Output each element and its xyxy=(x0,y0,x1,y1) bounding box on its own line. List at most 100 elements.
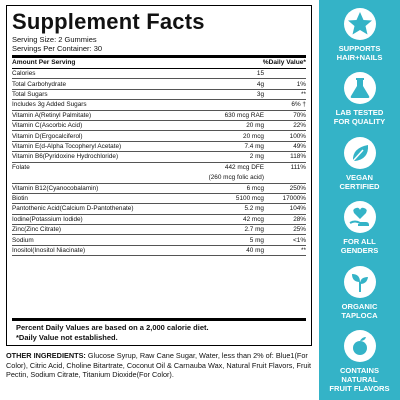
nutrient-dv: ** xyxy=(301,247,306,255)
nutrient-amount-detail: (260 mcg folic acid) xyxy=(208,173,264,181)
nutrient-row: Vitamin E(d-Alpha Tocopheryl Acetate) 7.4… xyxy=(12,142,306,153)
nutrient-row: Vitamin C(Ascorbic Acid) 20 mg 22% xyxy=(12,121,306,132)
nutrient-dv: 104% xyxy=(289,205,306,213)
nutrient-row: Total Sugars 3g ** xyxy=(12,90,306,101)
amount-per-serving-label: Amount Per Serving xyxy=(12,59,76,66)
nutrient-dv: 111% xyxy=(290,163,306,171)
nutrient-row: Inositol(Inositol Niacinate) 40 mg ** xyxy=(12,246,306,257)
nutrient-dv: <1% xyxy=(293,236,306,244)
footnote-dv-not-established: *Daily Value not established. xyxy=(16,333,118,342)
badge-label: SUPPORTS HAIR+NAILS xyxy=(336,44,383,62)
facts-title: Supplement Facts xyxy=(12,9,205,34)
badge-label: VEGAN CERTIFIED xyxy=(339,173,380,191)
nutrient-name: Vitamin D(Ergocalciferol) xyxy=(12,132,83,140)
divider xyxy=(12,68,306,69)
badge-vegan: VEGAN CERTIFIED xyxy=(319,135,400,191)
nutrient-amount: 442 mcg DFE xyxy=(224,163,264,171)
nutrient-name: Biotin xyxy=(12,195,28,203)
nutrient-amount: 2 mg xyxy=(249,153,264,161)
nutrient-row: Zinc(Zinc Citrate) 2.7 mg 25% xyxy=(12,225,306,236)
facts-footnotes: Percent Daily Values are based on a 2,00… xyxy=(7,323,311,343)
nutrient-amount: 20 mg xyxy=(246,122,264,130)
sprout-icon xyxy=(343,266,376,298)
nutrient-amount: 42 mcg xyxy=(243,215,264,223)
badge-all-genders: FOR ALL GENDERS xyxy=(319,199,400,255)
nutrient-amount: 5 mg xyxy=(249,236,264,244)
nutrient-amount: 5.2 mg xyxy=(244,205,264,213)
nutrient-row: Iodine(Potassium Iodide) 42 mcg 28% xyxy=(12,215,306,226)
nutrient-amount: 7.4 mg xyxy=(244,142,264,150)
benefit-badges-column: SUPPORTS HAIR+NAILS LAB TESTED FOR QUALI… xyxy=(319,0,400,400)
nutrient-amount: 2.7 mg xyxy=(244,226,264,234)
badge-natural-fruit: CONTAINS NATURAL FRUIT FLAVORS xyxy=(319,328,400,393)
nutrient-amount: 20 mcg xyxy=(243,132,264,140)
nutrient-dv: 28% xyxy=(293,215,306,223)
nutrient-dv: 49% xyxy=(293,142,306,150)
nutrient-dv: 100% xyxy=(289,132,306,140)
nutrient-row: Sodium 5 mg <1% xyxy=(12,235,306,246)
nutrient-name: Includes 3g Added Sugars xyxy=(12,101,87,109)
nutrient-dv: ** xyxy=(301,90,306,98)
nutrient-row: Vitamin A(Retinyl Palmitate) 630 mcg RAE 7… xyxy=(12,111,306,121)
nutrient-dv: 1% xyxy=(296,80,306,88)
star-icon xyxy=(343,8,376,40)
nutrient-amount: 15 xyxy=(256,70,264,78)
badge-label: LAB TESTED FOR QUALITY xyxy=(333,108,386,126)
nutrient-row: Vitamin B12(Cyanocobalamin) 6 mcg 250% xyxy=(12,184,306,194)
nutrient-dv: 17000% xyxy=(282,195,306,203)
daily-value-label: %Daily Value* xyxy=(262,59,306,66)
badge-label: FOR ALL GENDERS xyxy=(340,237,379,255)
nutrient-row: Calories 15 xyxy=(12,69,306,80)
badge-label: ORGANIC TAPLOCA xyxy=(341,302,378,320)
nutrient-name: Calories xyxy=(12,70,36,78)
nutrient-name: Folate xyxy=(12,163,30,171)
nutrient-name: Vitamin B12(Cyanocobalamin) xyxy=(12,184,99,192)
nutrient-amount: 4g xyxy=(256,80,264,88)
ingredients-label: OTHER INGREDIENTS: xyxy=(6,351,86,360)
servings-per-container: Servings Per Container: 30 xyxy=(12,44,103,53)
serving-size: Serving Size: 2 Gummies xyxy=(12,35,97,44)
badge-hair-nails: SUPPORTS HAIR+NAILS xyxy=(319,6,400,62)
nutrient-row: Biotin 5100 mcg 17000% xyxy=(12,194,306,205)
nutrient-row: Includes 3g Added Sugars 6% † xyxy=(12,100,306,111)
nutrient-dv: 6% † xyxy=(291,101,306,109)
nutrient-row: Vitamin D(Ergocalciferol) 20 mcg 100% xyxy=(12,131,306,142)
nutrient-row: Vitamin B6(Pyridoxine Hydrochloride) 2 mg… xyxy=(12,152,306,163)
nutrient-name: Vitamin E(d-Alpha Tocopheryl Acetate) xyxy=(12,142,122,150)
badge-label: CONTAINS NATURAL FRUIT FLAVORS xyxy=(329,366,390,393)
nutrient-amount: 3g xyxy=(256,90,264,98)
nutrient-row: Folate 442 mcg DFE (260 mcg folic acid) … xyxy=(12,163,306,184)
supplement-facts-panel: Supplement Facts Serving Size: 2 Gummies… xyxy=(6,5,312,346)
nutrient-row: Pantothenic Acid(Calcium D-Pantothenate)… xyxy=(12,204,306,215)
leaf-icon xyxy=(343,137,376,169)
nutrient-amount: 5100 mcg xyxy=(235,195,264,203)
footnote-calorie-basis: Percent Daily Values are based on a 2,00… xyxy=(16,323,209,332)
ingredients-text: Glucose Syrup, Raw Cane Sugar, Water, le… xyxy=(6,351,312,380)
nutrient-amount: 40 mg xyxy=(246,247,264,255)
badge-lab-tested: LAB TESTED FOR QUALITY xyxy=(319,70,400,126)
fruit-icon xyxy=(343,330,376,362)
nutrient-row: Total Carbohydrate 4g 1% xyxy=(12,79,306,90)
heart-hand-icon xyxy=(343,201,376,233)
nutrient-name: Zinc(Zinc Citrate) xyxy=(12,226,62,234)
nutrient-name: Pantothenic Acid(Calcium D-Pantothenate) xyxy=(12,205,134,213)
nutrient-amount: 630 mcg RAE xyxy=(224,111,264,119)
nutrient-name: Inositol(Inositol Niacinate) xyxy=(12,247,86,255)
nutrient-dv: 22% xyxy=(293,122,306,130)
nutrient-name: Iodine(Potassium Iodide) xyxy=(12,215,83,223)
divider xyxy=(12,55,306,58)
nutrient-name: Vitamin B6(Pyridoxine Hydrochloride) xyxy=(12,153,119,161)
nutrient-name: Vitamin C(Ascorbic Acid) xyxy=(12,122,83,130)
nutrient-amount: 6 mcg xyxy=(246,184,264,192)
nutrient-name: Total Sugars xyxy=(12,90,48,98)
nutrient-name: Sodium xyxy=(12,236,34,244)
nutrient-amount-group: 442 mcg DFE (260 mcg folic acid) xyxy=(202,164,266,181)
nutrient-dv: 118% xyxy=(290,153,306,161)
nutrient-dv: 25% xyxy=(293,226,306,234)
divider xyxy=(12,318,306,321)
flask-icon xyxy=(343,72,376,104)
badge-organic: ORGANIC TAPLOCA xyxy=(319,264,400,320)
nutrient-name: Total Carbohydrate xyxy=(12,80,66,88)
nutrient-dv: 250% xyxy=(289,184,306,192)
other-ingredients: OTHER INGREDIENTS: Glucose Syrup, Raw Ca… xyxy=(6,351,312,380)
